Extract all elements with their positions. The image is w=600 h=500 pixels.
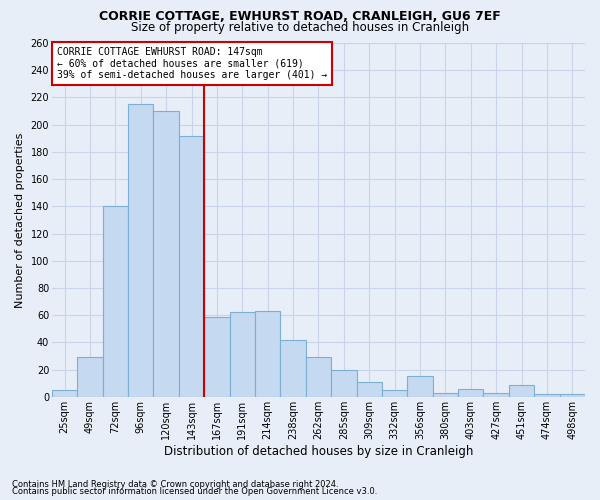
Bar — [407, 376, 433, 397]
Bar — [154, 111, 179, 397]
Text: Size of property relative to detached houses in Cranleigh: Size of property relative to detached ho… — [131, 21, 469, 34]
Bar — [204, 316, 230, 397]
Text: Contains HM Land Registry data © Crown copyright and database right 2024.: Contains HM Land Registry data © Crown c… — [12, 480, 338, 489]
Bar — [230, 312, 255, 397]
Y-axis label: Number of detached properties: Number of detached properties — [15, 132, 25, 308]
Bar — [382, 390, 407, 397]
Bar — [128, 104, 154, 397]
Bar — [331, 370, 356, 397]
Bar — [255, 311, 280, 397]
Bar — [534, 394, 560, 397]
Bar — [77, 358, 103, 397]
X-axis label: Distribution of detached houses by size in Cranleigh: Distribution of detached houses by size … — [164, 444, 473, 458]
Bar — [356, 382, 382, 397]
Bar — [560, 394, 585, 397]
Bar — [280, 340, 306, 397]
Bar — [52, 390, 77, 397]
Bar — [179, 136, 204, 397]
Bar — [509, 384, 534, 397]
Text: CORRIE COTTAGE, EWHURST ROAD, CRANLEIGH, GU6 7EF: CORRIE COTTAGE, EWHURST ROAD, CRANLEIGH,… — [99, 10, 501, 23]
Text: CORRIE COTTAGE EWHURST ROAD: 147sqm
← 60% of detached houses are smaller (619)
3: CORRIE COTTAGE EWHURST ROAD: 147sqm ← 60… — [57, 46, 328, 80]
Bar — [306, 358, 331, 397]
Bar — [484, 392, 509, 397]
Bar — [103, 206, 128, 397]
Bar — [458, 388, 484, 397]
Bar — [433, 392, 458, 397]
Text: Contains public sector information licensed under the Open Government Licence v3: Contains public sector information licen… — [12, 488, 377, 496]
